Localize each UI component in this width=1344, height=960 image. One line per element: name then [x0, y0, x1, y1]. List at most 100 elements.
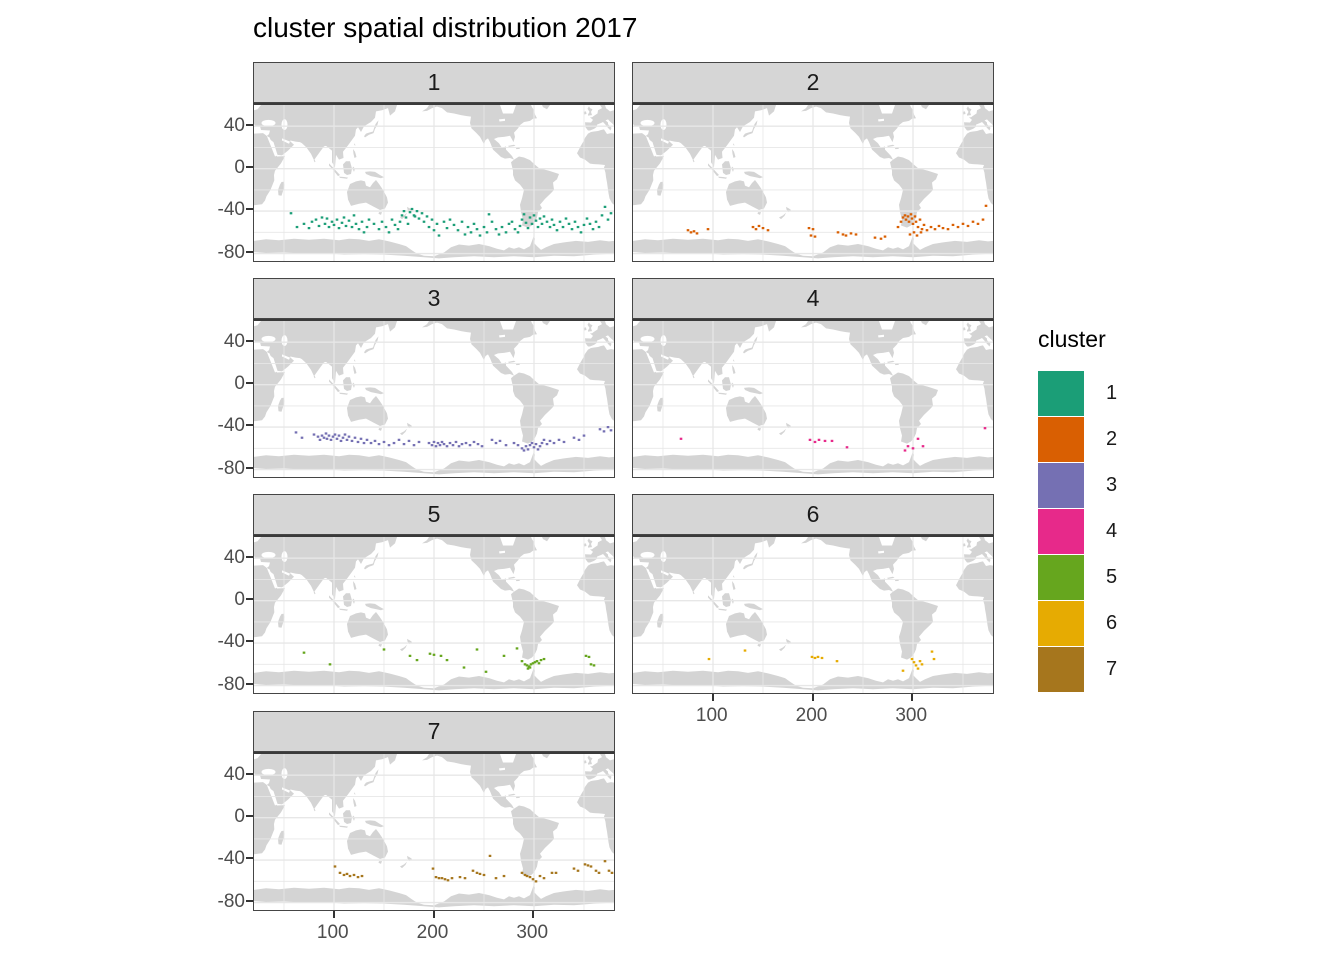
data-point — [504, 231, 508, 234]
data-point — [343, 433, 347, 436]
data-point — [766, 229, 770, 232]
data-point — [464, 441, 468, 445]
data-point — [823, 439, 827, 443]
data-point — [966, 224, 970, 228]
data-point — [445, 445, 449, 448]
data-point — [976, 222, 980, 225]
x-tick-label: 300 — [516, 922, 549, 943]
data-point — [300, 436, 304, 439]
data-point — [440, 440, 444, 444]
data-point — [548, 225, 552, 229]
data-point — [524, 445, 528, 448]
data-point — [322, 436, 326, 439]
data-point — [588, 222, 592, 225]
data-point — [582, 434, 586, 437]
legend-key: 2 — [1038, 416, 1117, 462]
data-point — [402, 210, 406, 213]
data-point — [365, 225, 369, 229]
legend-swatch — [1038, 416, 1084, 462]
data-point — [706, 228, 710, 231]
y-tick-mark — [246, 124, 253, 127]
data-point — [910, 657, 914, 661]
facet-strip-label: 6 — [806, 501, 820, 527]
data-point — [417, 217, 421, 220]
data-point — [901, 669, 905, 672]
y-tick-mark — [246, 424, 253, 427]
gridlines — [254, 105, 614, 261]
legend-key: 7 — [1038, 646, 1117, 692]
data-point — [402, 442, 406, 446]
data-point — [337, 226, 341, 230]
legend-key-label: 1 — [1106, 381, 1118, 404]
data-point — [921, 445, 925, 448]
legend-swatch — [1038, 600, 1084, 646]
data-point — [458, 875, 462, 879]
data-point — [584, 654, 588, 657]
y-tick-mark — [246, 208, 253, 211]
data-point — [434, 875, 438, 879]
data-point — [929, 225, 933, 229]
data-point — [360, 874, 364, 878]
data-point — [607, 869, 611, 872]
data-point — [937, 224, 941, 228]
data-point — [879, 237, 883, 240]
data-point — [445, 226, 449, 230]
gridlines — [254, 537, 614, 693]
data-point — [498, 439, 502, 443]
data-point — [427, 225, 431, 229]
data-point — [432, 440, 436, 444]
data-point — [537, 662, 541, 665]
data-point — [431, 867, 435, 870]
data-point — [475, 648, 479, 651]
data-point — [396, 228, 400, 231]
data-point — [907, 220, 911, 223]
data-point — [523, 663, 527, 666]
data-point — [407, 439, 411, 443]
legend-title: cluster — [1038, 326, 1106, 352]
data-point — [577, 438, 581, 441]
data-point — [329, 438, 333, 441]
y-tick-label: -40 — [217, 631, 245, 653]
data-point — [528, 216, 532, 219]
data-point — [332, 223, 336, 227]
x-tick-label: 300 — [895, 705, 928, 726]
facet-strip: 3 — [253, 278, 615, 319]
facet-strip: 7 — [253, 711, 615, 752]
data-point — [428, 652, 432, 655]
data-point — [911, 222, 915, 225]
data-points — [679, 427, 987, 452]
x-tick-mark — [911, 694, 914, 701]
y-tick-label: -80 — [217, 457, 245, 479]
data-point — [320, 216, 324, 219]
data-point — [415, 658, 419, 662]
legend: cluster 1 2 3 4 5 6 7 — [1038, 326, 1117, 692]
data-point — [408, 211, 412, 214]
world-map — [633, 537, 993, 693]
data-point — [454, 440, 458, 444]
data-point — [983, 427, 987, 430]
data-point — [397, 438, 401, 441]
facet-strip-label: 4 — [806, 285, 820, 311]
data-point — [482, 225, 486, 229]
data-point — [413, 215, 417, 218]
data-point — [463, 877, 467, 880]
data-point — [597, 871, 601, 874]
data-point — [482, 873, 486, 877]
map-panel — [253, 535, 615, 694]
world-map — [254, 105, 614, 261]
data-point — [594, 220, 598, 223]
data-point — [545, 220, 549, 223]
data-point — [528, 444, 532, 447]
data-point — [337, 434, 341, 437]
y-tick-mark — [246, 166, 253, 169]
data-point — [813, 656, 817, 660]
data-point — [369, 441, 373, 445]
world-map — [254, 321, 614, 477]
gridlines — [633, 105, 993, 261]
y-tick-mark — [246, 899, 253, 902]
data-point — [844, 234, 848, 237]
data-point — [468, 444, 472, 447]
y-tick-label: 40 — [223, 331, 245, 353]
data-point — [323, 222, 327, 225]
data-point — [520, 447, 524, 450]
